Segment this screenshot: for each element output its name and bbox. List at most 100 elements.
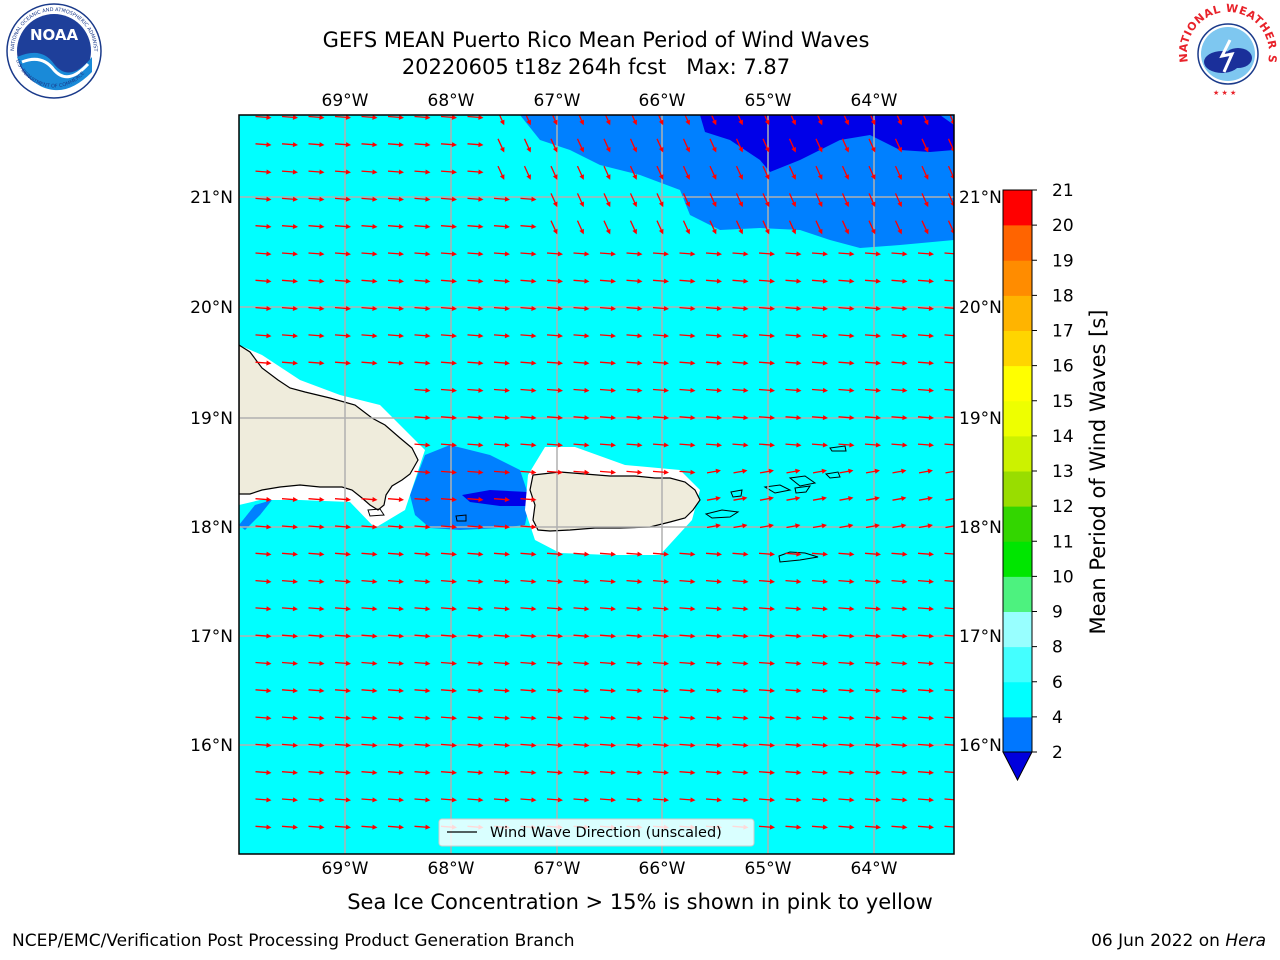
wind-arrow [440,715,457,721]
wind-arrow [520,715,537,721]
wind-arrow [759,468,774,474]
wind-arrow [811,551,828,557]
svg-text:69°W: 69°W [322,91,369,111]
wind-arrow [255,333,272,339]
wind-arrow [440,770,457,776]
wind-arrow [733,523,748,529]
wind-arrow [440,142,457,148]
wind-arrow [520,770,537,776]
wind-arrow [841,193,849,208]
wind-arrow [546,360,563,366]
wind-arrow [788,220,796,235]
wind-arrow [917,660,934,666]
wind-arrow [733,468,748,474]
wind-arrow [467,442,484,448]
wind-arrow [281,115,298,120]
wind-arrow [811,688,828,694]
wind-arrow [917,824,934,830]
wind-arrow [732,551,749,557]
wind-arrow [709,138,717,153]
wind-arrow [732,387,749,393]
wind-arrow [917,442,934,448]
wind-arrow [758,360,775,366]
wind-arrow [440,115,457,120]
colorbar-tick-label: 15 [1052,392,1074,412]
wind-arrow [917,715,934,721]
colorbar-tick-label: 14 [1052,427,1074,447]
wind-arrow [440,551,457,557]
wind-arrow [440,387,457,393]
colorbar-segment [1003,611,1032,648]
wind-arrow [758,715,775,721]
wind-arrow [308,742,325,748]
wind-arrow [599,688,616,694]
wind-arrow [865,523,880,529]
wind-arrow [573,770,590,776]
wind-arrow [785,551,802,557]
wind-arrow [864,360,881,366]
wind-arrow [467,360,484,366]
wind-arrow [921,220,929,235]
wind-arrow [255,660,272,666]
wind-arrow [838,742,855,748]
wind-arrow [520,606,537,612]
wind-arrow [520,278,537,284]
wind-arrow [917,251,934,257]
wind-arrow [652,278,669,284]
wind-arrow [947,165,954,180]
wind-arrow [759,523,774,529]
wind-arrow [361,278,378,284]
wind-arrow [387,770,404,776]
wind-arrow [864,824,881,830]
wind-arrow [467,660,484,666]
colorbar-segment [1003,681,1032,718]
wind-arrow [758,333,775,339]
wind-arrow [944,661,954,664]
wind-arrow [758,442,775,448]
wind-arrow [281,305,298,311]
wind-arrow [308,305,325,311]
wind-arrow [864,578,881,584]
wind-arrow [599,660,616,666]
wind-arrow [682,220,690,235]
wind-arrow [917,742,934,748]
wind-arrow [493,742,510,748]
wind-arrow [546,442,563,448]
wind-arrow [467,278,484,284]
wind-arrow [917,797,934,803]
wind-arrow [599,606,616,612]
wind-arrow [334,551,351,557]
wind-arrow [679,633,696,639]
svg-text:16°N: 16°N [190,736,233,756]
wind-arrow [467,224,484,230]
colorbar-tick-label: 16 [1052,357,1074,377]
wind-arrow [440,333,457,339]
wind-arrow [758,551,775,557]
svg-text:65°W: 65°W [745,859,792,879]
wind-arrow [762,220,770,235]
wind-arrow [838,387,855,393]
wind-arrow [864,688,881,694]
wind-arrow [652,251,669,257]
wind-arrow [334,224,351,230]
wind-arrow [414,660,431,666]
wind-arrow [631,115,637,126]
wind-arrow [467,770,484,776]
svg-text:20°N: 20°N [190,298,233,318]
wind-arrow [815,193,823,208]
wind-arrow [652,742,669,748]
footer-branch: NCEP/EMC/Verification Post Processing Pr… [12,931,575,951]
wind-arrow [573,442,590,448]
wind-arrow [334,278,351,284]
wind-arrow [811,305,828,311]
wind-arrow [732,333,749,339]
wind-arrow [679,578,696,584]
wind-arrow [334,660,351,666]
band-4-6s-mona [410,445,530,530]
wind-arrow [838,415,855,421]
colorbar-tick-label: 2 [1052,743,1063,763]
wind-arrow [467,169,484,175]
wind-arrow [626,742,643,748]
wind-arrow [679,551,696,557]
